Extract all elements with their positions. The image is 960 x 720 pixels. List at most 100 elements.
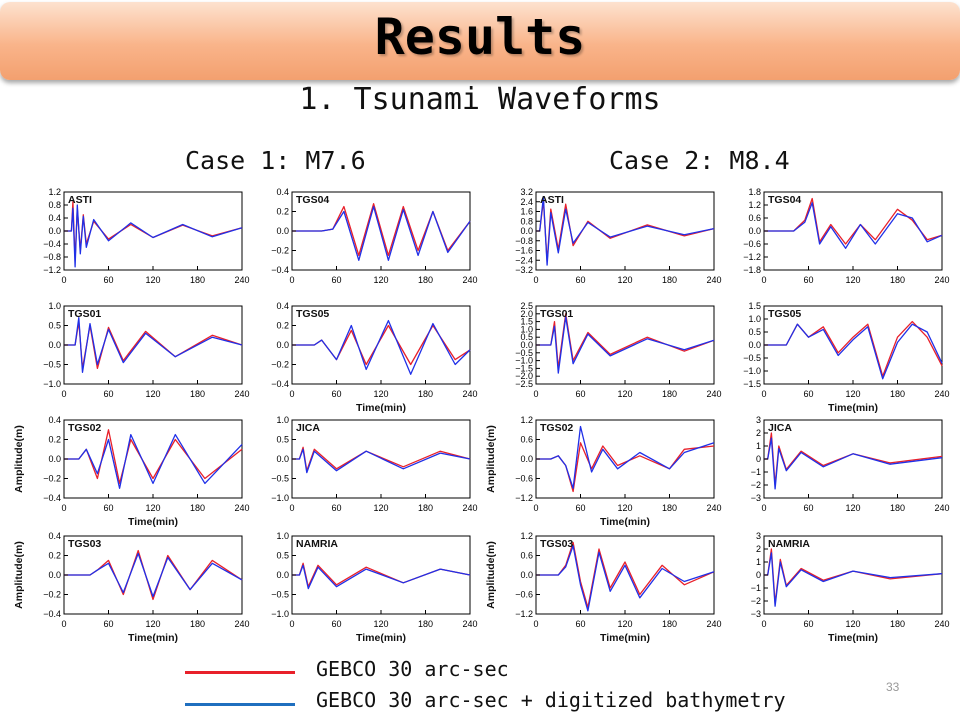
- y-tick-label: 1.5: [748, 301, 761, 311]
- y-tick-label: 1.0: [276, 531, 289, 541]
- legend-label-gebco: GEBCO 30 arc-sec: [316, 657, 509, 681]
- y-tick-label: 0.2: [48, 551, 61, 561]
- y-tick-label: 2.0: [520, 309, 533, 319]
- x-tick-label: 240: [706, 389, 721, 399]
- series-line-gebco-digitized: [536, 316, 715, 374]
- chart-panel-15: 0 60 120 180 240 3 2 1 0 −1 −2 −3 NAMRIA Time(min): [751, 531, 950, 644]
- x-axis-label: Time(min): [600, 632, 650, 644]
- y-tick-label: 0.5: [276, 551, 289, 561]
- y-tick-label: 0.5: [748, 327, 761, 337]
- x-tick-label: 240: [234, 275, 249, 285]
- chart-panel-10: 0 60 120 180 240 2.52.01.51.00.50.0−0.5−1.0−1…: [515, 301, 721, 399]
- y-tick-label: −2.4: [515, 255, 533, 265]
- series-line-gebco-digitized: [764, 202, 943, 249]
- x-tick-label: 60: [103, 389, 113, 399]
- series-line-gebco-digitized: [292, 205, 471, 261]
- y-tick-label: 0.8: [520, 216, 533, 226]
- chart-panel-12: 0 60 120 180 240 1.2 0.6 0.0 −0.6 −1.2 TGS02 Time(m…: [485, 415, 722, 528]
- x-tick-label: 60: [575, 503, 585, 513]
- x-tick-label: 60: [803, 389, 813, 399]
- station-label: TGS02: [540, 422, 573, 434]
- y-tick-label: −1.0: [515, 356, 533, 366]
- x-tick-label: 240: [706, 275, 721, 285]
- chart-panel-14: 0 60 120 180 240 1.2 0.6 0.0 −0.6 −1.2 TGS03 Time(m…: [485, 531, 722, 644]
- series-line-gebco-digitized: [64, 204, 243, 268]
- y-tick-label: −0.4: [43, 609, 61, 619]
- y-tick-label: −0.4: [43, 493, 61, 503]
- y-tick-label: 1.0: [276, 415, 289, 425]
- y-tick-label: 0: [756, 570, 761, 580]
- x-tick-label: 240: [234, 619, 249, 629]
- station-label: TGS01: [68, 308, 101, 320]
- station-label: TGS04: [296, 194, 329, 206]
- x-tick-label: 120: [145, 503, 160, 513]
- x-tick-label: 120: [845, 389, 860, 399]
- x-tick-label: 0: [761, 389, 766, 399]
- x-tick-label: 240: [234, 503, 249, 513]
- y-tick-label: −1: [751, 467, 761, 477]
- y-tick-label: −0.5: [271, 590, 289, 600]
- series-line-gebco-digitized: [764, 323, 943, 380]
- station-label: JICA: [768, 422, 792, 434]
- y-tick-label: 0.0: [48, 570, 61, 580]
- y-tick-label: 0.0: [276, 454, 289, 464]
- y-tick-label: 3: [756, 415, 761, 425]
- y-tick-label: −0.8: [515, 236, 533, 246]
- y-tick-label: 1: [756, 441, 761, 451]
- chart-panel-5: 0 60 120 180 240 1.0 0.5 0.0 −0.5 −1.0 JICA: [271, 415, 477, 513]
- case2-title: Case 2: M8.4: [609, 146, 790, 175]
- chart-panel-6: 0 60 120 180 240 0.4 0.2 0.0 −0.2 −0.4 TGS03 Time(m…: [13, 531, 250, 644]
- x-tick-label: 60: [575, 389, 585, 399]
- x-tick-label: 0: [61, 389, 66, 399]
- y-tick-label: −0.5: [515, 348, 533, 358]
- series-line-gebco-digitized: [536, 425, 715, 489]
- x-tick-label: 240: [934, 503, 949, 513]
- title-banner: [0, 2, 960, 80]
- y-tick-label: 1.0: [748, 314, 761, 324]
- x-tick-label: 0: [61, 619, 66, 629]
- x-tick-label: 60: [331, 389, 341, 399]
- chart-panel-7: 0 60 120 180 240 1.0 0.5 0.0 −0.5 −1.0 NAMRIA Time(…: [271, 531, 477, 644]
- series-line-gebco: [292, 446, 471, 472]
- page-number: 33: [886, 680, 900, 694]
- x-tick-label: 240: [234, 389, 249, 399]
- y-tick-label: 1.2: [748, 200, 761, 210]
- y-tick-label: −2: [751, 596, 761, 606]
- station-label: NAMRIA: [768, 538, 810, 550]
- y-tick-label: −1.2: [515, 609, 533, 619]
- y-tick-label: 2: [756, 428, 761, 438]
- series-line-gebco-digitized: [764, 552, 943, 607]
- y-tick-label: −0.4: [271, 379, 289, 389]
- x-tick-label: 60: [803, 619, 813, 629]
- x-tick-label: 180: [418, 503, 433, 513]
- x-tick-label: 240: [462, 389, 477, 399]
- x-tick-label: 240: [462, 275, 477, 285]
- y-tick-label: −0.5: [43, 360, 61, 370]
- y-tick-label: −1.0: [271, 493, 289, 503]
- series-line-gebco-digitized: [764, 437, 943, 490]
- series-line-gebco-digitized: [292, 564, 471, 590]
- series-line-gebco: [292, 324, 471, 366]
- series-line-gebco: [64, 429, 243, 485]
- x-tick-label: 120: [617, 503, 632, 513]
- x-tick-label: 0: [289, 503, 294, 513]
- y-tick-label: 0.6: [520, 551, 533, 561]
- series-line-gebco: [764, 320, 943, 377]
- y-tick-label: −1.2: [515, 493, 533, 503]
- y-tick-label: 0.0: [748, 340, 761, 350]
- y-tick-label: 0.0: [520, 570, 533, 580]
- y-tick-label: 0.4: [276, 187, 289, 197]
- y-tick-label: 3.2: [520, 187, 533, 197]
- chart-panel-2: 0 60 120 180 240 1.0 0.5 0.0 −0.5 −1.0 TGS01: [43, 301, 249, 399]
- station-label: TGS02: [68, 422, 101, 434]
- station-label: TGS03: [68, 538, 101, 550]
- x-tick-label: 120: [845, 619, 860, 629]
- y-tick-label: 1.6: [520, 207, 533, 217]
- y-tick-label: 2.4: [520, 197, 533, 207]
- y-tick-label: −1.5: [515, 363, 533, 373]
- y-tick-label: −0.4: [43, 239, 61, 249]
- y-tick-label: −2: [751, 480, 761, 490]
- y-tick-label: −0.2: [43, 590, 61, 600]
- y-tick-label: 1.0: [48, 301, 61, 311]
